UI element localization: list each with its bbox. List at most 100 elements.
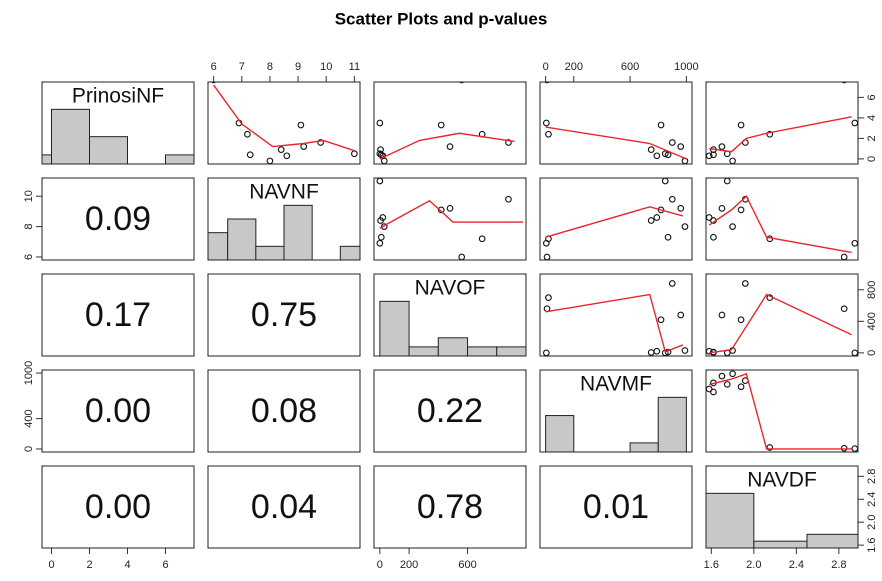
- scatter-point: [351, 150, 358, 158]
- scatter-point: [543, 253, 551, 260]
- panel: [705, 177, 859, 261]
- scatter-point: [544, 82, 550, 84]
- x-tick-label: 0: [48, 559, 54, 571]
- histogram-bar: [255, 245, 285, 260]
- p-value: 0.00: [85, 392, 151, 430]
- scatter-point: [376, 150, 384, 158]
- p-value: 0.04: [251, 488, 317, 526]
- scatter-point: [681, 223, 689, 230]
- scatter-point: [737, 206, 745, 214]
- x-tick-label: 2.8: [831, 559, 846, 571]
- panel-content: [706, 82, 858, 164]
- scatter-point: [737, 383, 745, 391]
- panel-frame: [539, 177, 693, 261]
- scatter-point: [210, 82, 217, 84]
- scatter-point: [505, 195, 512, 203]
- scatter-point: [851, 445, 858, 452]
- scatter-point: [851, 349, 858, 356]
- variable-name: NAVNF: [249, 181, 319, 204]
- variable-name: NAVDF: [747, 469, 817, 492]
- y-tick-label: 2.0: [866, 515, 878, 530]
- panel-frame: [207, 81, 361, 165]
- histogram-bar: [706, 492, 755, 548]
- scatter-point: [376, 119, 384, 127]
- p-value: 0.01: [583, 488, 649, 526]
- scatter-point: [437, 206, 445, 214]
- scatter-point: [718, 372, 726, 380]
- scatter-point: [505, 139, 512, 146]
- scatter-point: [283, 152, 291, 160]
- panel-frame: [207, 465, 361, 549]
- scatter-point: [737, 316, 745, 324]
- panel-content: [379, 300, 526, 356]
- histogram-bar: [165, 154, 194, 164]
- y-tick-label: 6: [866, 94, 878, 100]
- scatter-point: [668, 280, 676, 287]
- scatter-point: [246, 151, 254, 159]
- x-tick-label: 600: [458, 559, 476, 571]
- panel: [539, 177, 693, 261]
- scatter-point: [664, 233, 672, 241]
- scatter-point: [647, 349, 655, 356]
- y-tick-label: 0: [866, 156, 878, 162]
- panel: PrinosiNF: [41, 81, 195, 165]
- scatter-point: [545, 130, 552, 138]
- x-tick-label: 200: [565, 61, 583, 73]
- p-value: 0.08: [251, 392, 317, 430]
- panel-content: [545, 396, 687, 452]
- scatter-point: [718, 311, 726, 319]
- panel-frame: [41, 81, 195, 165]
- p-value: 0.22: [417, 392, 483, 430]
- scatter-point: [677, 205, 685, 212]
- scatter-point: [437, 121, 445, 129]
- panel-frame: [41, 369, 195, 453]
- histogram-bar: [339, 245, 360, 260]
- x-tick-label: 9: [295, 61, 301, 73]
- panel-frame: [539, 273, 693, 357]
- histogram-bar: [467, 346, 498, 356]
- scatter-point: [729, 370, 736, 378]
- y-tick-label: 800: [866, 281, 878, 299]
- panel-frame: [373, 273, 527, 357]
- panel-frame: [705, 177, 859, 261]
- histogram-bar: [89, 136, 128, 164]
- panel: [539, 273, 693, 357]
- scatter-point: [653, 152, 661, 160]
- scatter-point: [542, 119, 550, 127]
- scatter-point: [677, 143, 685, 150]
- scatter-point: [681, 347, 689, 354]
- p-value: 0.09: [85, 200, 151, 238]
- x-tick-label: 2.4: [789, 559, 804, 571]
- scatter-point: [718, 143, 726, 150]
- x-tick-label: 4: [124, 559, 130, 571]
- y-tick-label: 2: [866, 135, 878, 141]
- panel-content: [706, 370, 858, 452]
- panel-content: [706, 492, 858, 548]
- histogram-bar: [657, 396, 687, 452]
- variable-name: PrinosiNF: [72, 85, 164, 108]
- p-value: 0.17: [85, 296, 151, 334]
- scatter-point: [723, 381, 731, 388]
- scatter-point: [668, 139, 676, 146]
- p-value: 0.00: [85, 488, 151, 526]
- smooth-line: [709, 116, 852, 153]
- y-tick-label: 400: [866, 312, 878, 330]
- scatter-point: [545, 294, 552, 302]
- smooth-line: [709, 372, 852, 450]
- smooth-line: [545, 206, 684, 238]
- scatter-point: [653, 214, 661, 221]
- scatter-point: [841, 82, 847, 84]
- histogram-bar: [496, 346, 526, 356]
- panel-frame: [539, 369, 693, 453]
- panel-frame: [373, 81, 527, 165]
- panel-frame: [705, 369, 859, 453]
- scatter-point: [766, 444, 774, 451]
- histogram-bar: [227, 218, 257, 260]
- scatter-point: [657, 121, 665, 129]
- scatter-point: [661, 178, 669, 185]
- x-tick-label: 0: [377, 559, 383, 571]
- scatter-point: [446, 205, 454, 212]
- smooth-line: [379, 199, 524, 229]
- panel: NAVOF: [373, 273, 527, 357]
- scatter-point: [377, 146, 384, 153]
